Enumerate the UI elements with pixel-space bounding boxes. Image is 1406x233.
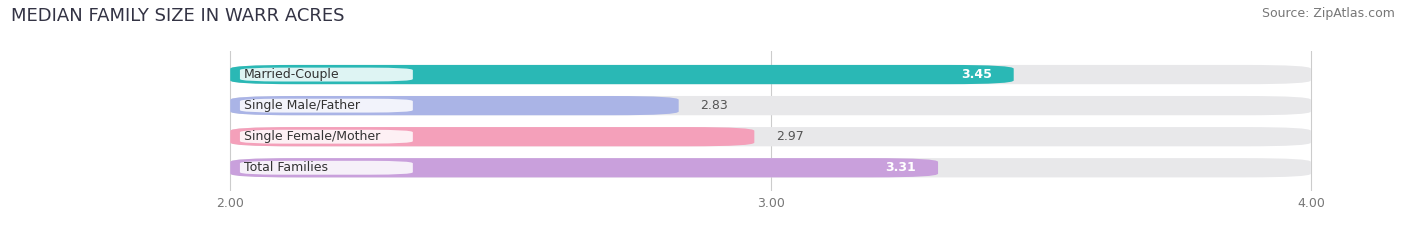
FancyBboxPatch shape bbox=[231, 158, 938, 177]
FancyBboxPatch shape bbox=[231, 158, 1310, 177]
FancyBboxPatch shape bbox=[240, 68, 413, 82]
FancyBboxPatch shape bbox=[240, 161, 413, 175]
Text: 3.45: 3.45 bbox=[962, 68, 993, 81]
Text: Single Female/Mother: Single Female/Mother bbox=[243, 130, 380, 143]
FancyBboxPatch shape bbox=[231, 127, 755, 146]
FancyBboxPatch shape bbox=[231, 96, 679, 115]
FancyBboxPatch shape bbox=[231, 65, 1310, 84]
FancyBboxPatch shape bbox=[240, 130, 413, 144]
Text: Source: ZipAtlas.com: Source: ZipAtlas.com bbox=[1261, 7, 1395, 20]
Text: 2.83: 2.83 bbox=[700, 99, 728, 112]
FancyBboxPatch shape bbox=[231, 127, 1310, 146]
Text: MEDIAN FAMILY SIZE IN WARR ACRES: MEDIAN FAMILY SIZE IN WARR ACRES bbox=[11, 7, 344, 25]
FancyBboxPatch shape bbox=[231, 96, 1310, 115]
Text: 3.31: 3.31 bbox=[886, 161, 917, 174]
Text: Single Male/Father: Single Male/Father bbox=[243, 99, 360, 112]
Text: 2.97: 2.97 bbox=[776, 130, 804, 143]
Text: Total Families: Total Families bbox=[243, 161, 328, 174]
FancyBboxPatch shape bbox=[231, 65, 1014, 84]
Text: Married-Couple: Married-Couple bbox=[243, 68, 339, 81]
FancyBboxPatch shape bbox=[240, 99, 413, 113]
